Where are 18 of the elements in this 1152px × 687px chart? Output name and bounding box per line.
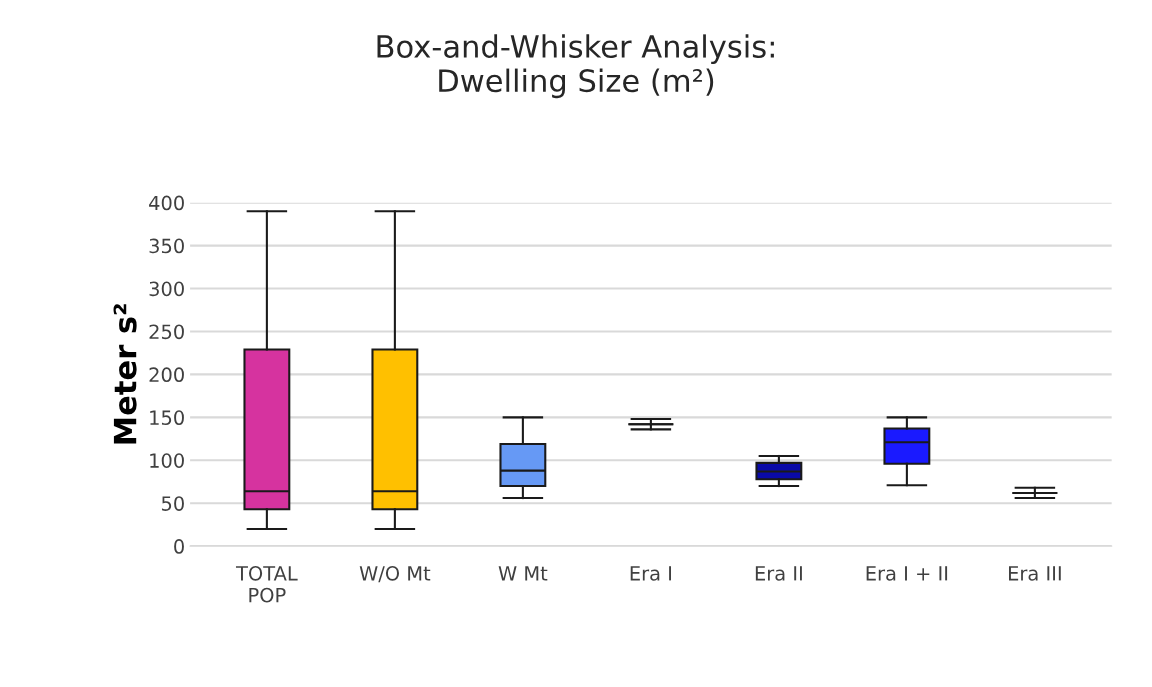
x-tick-label: Era I [630,566,672,581]
y-tick-label: 200 [149,367,184,383]
y-axis-title: Meter s² [113,304,137,444]
y-tick-label: 50 [161,496,184,511]
x-tick-label: Era II [755,566,802,581]
y-tick-label: 250 [149,324,184,340]
x-tick-label: W/O Mt [359,565,431,583]
x-tick-label: Era I + II [866,566,948,581]
x-tick-label: Era III [1009,566,1061,581]
y-tick-label: 350 [149,238,184,254]
y-tick-label: 0 [174,539,184,554]
chart-title: Box-and-Whisker Analysis: Dwelling Size (m²) [377,34,774,99]
y-tick-label: 150 [150,410,184,426]
y-tick-label: 300 [149,281,184,297]
y-tick-label: 100 [150,453,184,468]
x-tick-label: TOTAL POP [235,565,298,603]
x-tick-label: W Mt [498,566,548,581]
y-tick-label: 400 [149,195,184,211]
